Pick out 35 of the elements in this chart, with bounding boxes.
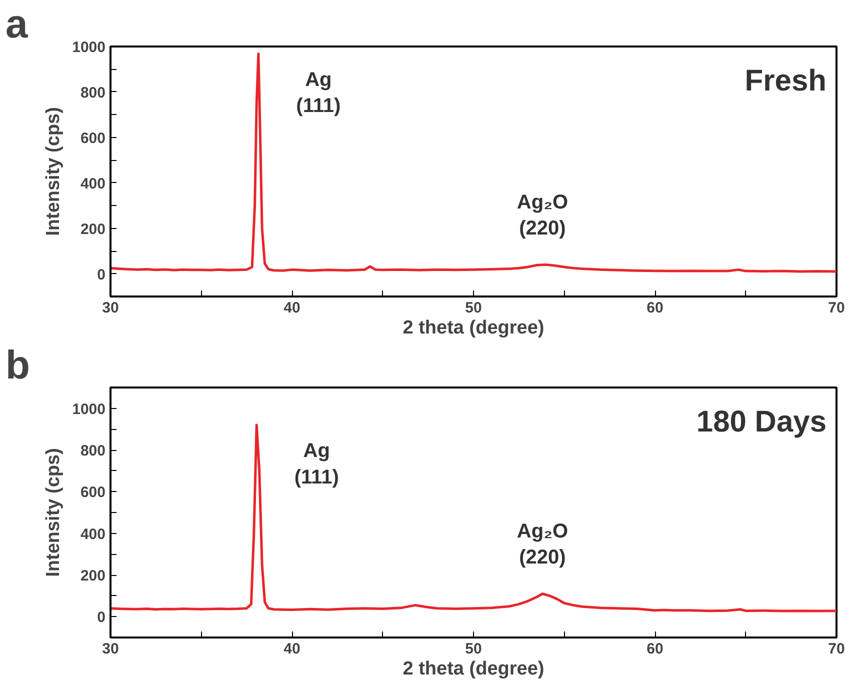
text: 180 Days (696, 406, 826, 438)
y-tick-label: 400 (80, 526, 106, 543)
text: b (6, 344, 30, 388)
y-axis-title: Intensity (cps) (43, 448, 64, 577)
y-tick-label: 1000 (72, 39, 106, 56)
y-tick-label: 200 (80, 568, 106, 584)
annotation: Ag₂O (220) (516, 191, 568, 240)
x-tick-label: 40 (284, 300, 300, 316)
y-axis-title: Intensity (cps) (43, 107, 64, 236)
x-tick-label: 60 (646, 640, 664, 658)
y-tick-label: 0 (97, 266, 106, 284)
text: a (6, 2, 28, 46)
annotation: Ag (111) (296, 68, 341, 118)
x-tick-label: 50 (465, 640, 482, 658)
x-tick-label: 70 (828, 640, 845, 658)
line-series (110, 52, 836, 273)
x-tick-label: 30 (102, 640, 119, 658)
annotation: Ag (111) (294, 440, 339, 488)
y-tick-label: 400 (80, 175, 106, 192)
x-tick-label: 70 (828, 300, 845, 316)
x-axis-title: 2 theta (degree) (402, 318, 544, 338)
y-tick-label: 600 (80, 484, 106, 502)
x-tick-label: 30 (102, 300, 119, 316)
y-tick-label: 600 (80, 130, 106, 147)
y-tick-label: 800 (80, 442, 106, 460)
x-tick-label: 60 (646, 300, 664, 316)
y-tick-label: 1000 (72, 400, 106, 418)
y-tick-label: 0 (97, 609, 106, 626)
y-tick-label: 200 (80, 220, 106, 238)
x-axis-title: 2 theta (degree) (402, 658, 544, 680)
y-tick-label: 800 (80, 84, 106, 102)
x-tick-label: 40 (284, 640, 300, 658)
x-tick-label: 50 (465, 300, 482, 316)
text: Fresh (744, 64, 827, 98)
annotation: Ag₂O (220) (516, 520, 568, 569)
